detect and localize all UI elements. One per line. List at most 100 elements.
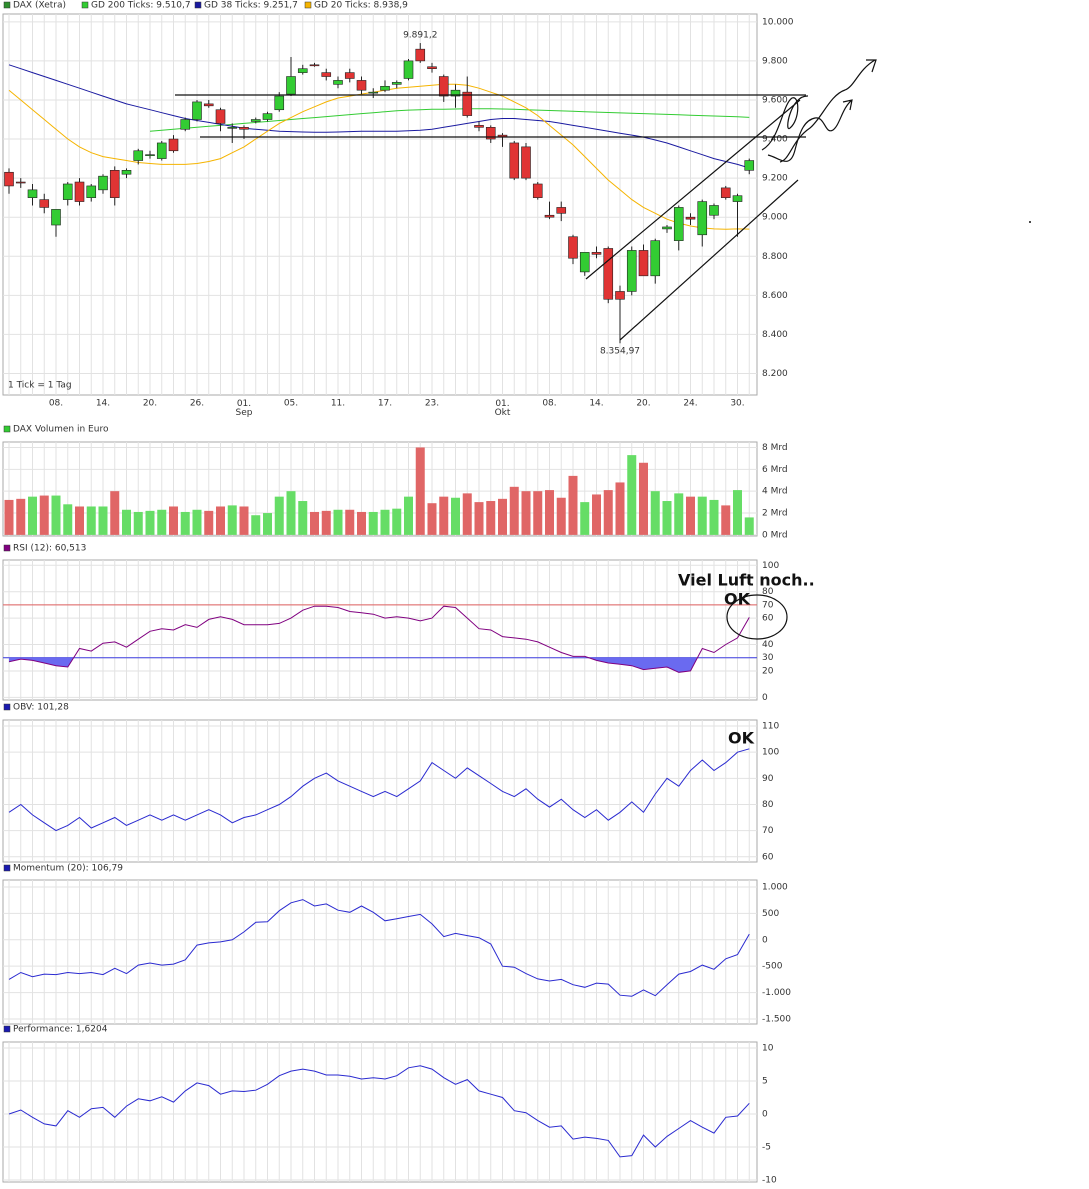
candle-body <box>615 291 625 300</box>
candle-body <box>544 214 555 218</box>
volume-bar <box>345 509 355 535</box>
volume-bar <box>63 504 73 535</box>
candle-body <box>697 201 708 236</box>
candle-body <box>227 127 238 129</box>
y-tick-label: 9.400 <box>762 135 788 145</box>
panels: 8.200 8.400 8.600 8.800 9.000 9.200 9.400 9.600… <box>2 1 794 1186</box>
candle-body <box>485 127 496 140</box>
legend-label: GD 200 Ticks: 9.510,7 <box>91 1 191 11</box>
indicator-line <box>8 1065 750 1158</box>
candle-body <box>732 195 743 202</box>
volume-bar <box>639 462 648 535</box>
oversold-fill <box>9 657 750 673</box>
y-tick-label: -5 <box>762 1143 771 1153</box>
candle-body <box>403 60 414 79</box>
volume-bar <box>227 505 237 535</box>
volume-bar <box>321 510 331 535</box>
x-tick-label: 05. <box>284 399 298 409</box>
candle-body <box>39 199 50 208</box>
candle-body <box>673 207 684 241</box>
candle-body <box>591 252 602 255</box>
volume-bar <box>380 509 390 535</box>
candle-body <box>462 91 473 116</box>
note: 1 Tick = 1 Tag <box>8 381 72 391</box>
candle-body <box>744 160 755 171</box>
legend-swatch <box>3 1 11 9</box>
candle-body <box>709 205 719 216</box>
candle-body <box>662 226 672 230</box>
volume-bar <box>133 511 143 535</box>
drawn-channel <box>619 179 799 341</box>
drawn-arrow <box>761 95 809 151</box>
y-tick-label: 30 <box>762 653 774 663</box>
volume-bar <box>51 495 61 535</box>
drawn-channel <box>585 99 801 280</box>
volume-bar <box>415 447 425 535</box>
volume-bar <box>122 509 131 535</box>
candle-body <box>133 150 144 161</box>
volume-bar <box>86 506 96 535</box>
candle-body <box>297 68 308 73</box>
y-tick-label: 60 <box>762 852 774 862</box>
y-tick-label: -1.000 <box>762 988 791 998</box>
candle-body <box>650 240 661 277</box>
y-tick-label: 100 <box>762 561 779 571</box>
annotation: OK <box>728 729 755 748</box>
annotation: OK <box>724 590 751 609</box>
candle-body <box>192 101 202 120</box>
y-tick-label: 0 Mrd <box>762 530 788 540</box>
y-tick-label: 5 <box>762 1076 768 1086</box>
volume-bar <box>357 511 366 535</box>
y-tick-label: -10 <box>762 1176 777 1186</box>
volume-bar <box>733 490 742 535</box>
volume-bar <box>239 506 249 535</box>
moving-average <box>149 108 750 132</box>
y-tick-label: 110 <box>762 722 779 732</box>
y-tick-label: 0 <box>762 693 768 703</box>
volume-bar <box>204 510 214 535</box>
x-tick-label: 23. <box>425 399 439 409</box>
candle-body <box>685 216 696 220</box>
y-tick-label: 9.800 <box>762 56 788 66</box>
extreme-label: 8.354,97 <box>600 347 640 357</box>
volume-bar <box>392 508 402 535</box>
indicator-line <box>8 748 750 832</box>
moving-average <box>8 64 750 169</box>
y-tick-label: 4 Mrd <box>762 487 788 497</box>
volume-bar <box>568 475 578 535</box>
candle-body <box>368 91 379 94</box>
y-tick-label: 9.200 <box>762 174 788 184</box>
volume-bar <box>533 491 543 535</box>
y-tick-label: 9.000 <box>762 213 788 223</box>
candle-body <box>521 146 531 179</box>
volume-bar <box>216 506 225 535</box>
candle-body <box>720 187 731 198</box>
legend-swatch <box>81 1 89 9</box>
candle-body <box>450 89 461 97</box>
candle-body <box>74 181 85 202</box>
x-tick-label: 01. Sep <box>236 399 253 418</box>
x-tick-label: 14. <box>96 399 110 409</box>
x-tick-label: 20. <box>143 399 157 409</box>
legend-label: RSI (12): 60,513 <box>13 544 86 554</box>
y-tick-label: 0 <box>762 1109 768 1119</box>
candle-body <box>98 175 108 191</box>
x-tick-label: 20. <box>636 399 650 409</box>
candle-body <box>274 95 285 111</box>
volume-bar <box>556 497 566 535</box>
candle-body <box>262 113 273 120</box>
volume-bar <box>368 511 378 535</box>
candle-body <box>532 183 543 198</box>
y-tick-label: 8.200 <box>762 369 788 379</box>
legend-swatch <box>304 1 312 9</box>
candle-body <box>309 64 320 67</box>
y-tick-label: -500 <box>762 962 783 972</box>
candle-body <box>215 109 226 124</box>
dot <box>1029 221 1031 223</box>
x-tick-label: 26. <box>190 399 204 409</box>
y-tick-label: 10 <box>762 1043 774 1053</box>
legend-swatch <box>194 1 202 9</box>
y-tick-label: 90 <box>762 774 774 784</box>
y-tick-label: 8.400 <box>762 330 788 340</box>
